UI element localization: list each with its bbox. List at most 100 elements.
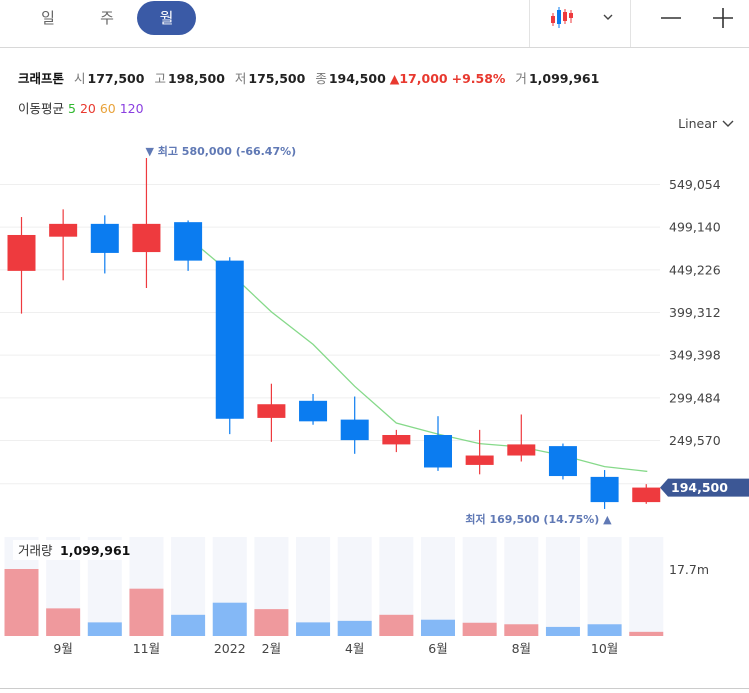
y-tick-label: 349,398 xyxy=(669,348,721,363)
volume-column-bg xyxy=(462,537,497,636)
tab-day[interactable]: 일 xyxy=(41,9,55,27)
x-tick-label: 10월 xyxy=(591,641,618,656)
candle-body xyxy=(174,222,203,261)
volume-bar xyxy=(545,626,580,636)
volume-bar xyxy=(337,620,372,636)
volume-bar xyxy=(212,602,247,636)
volume-column-bg xyxy=(296,537,331,636)
tab-week[interactable]: 주 xyxy=(100,9,114,27)
x-tick-label: 11월 xyxy=(133,641,160,656)
toolbar-divider-2 xyxy=(630,0,631,47)
ma-60: 60 xyxy=(99,101,116,116)
y-tick-label: 549,054 xyxy=(669,177,721,192)
candle-body xyxy=(590,476,619,503)
volume-label: 거 xyxy=(515,71,527,86)
volume-column-bg xyxy=(545,537,580,636)
x-tick-label: 9월 xyxy=(53,641,72,656)
volume-bar xyxy=(462,622,497,636)
change-pct: +9.58% xyxy=(451,71,506,86)
volume-column-bg xyxy=(337,537,372,636)
volume-bar xyxy=(4,569,39,636)
candle-body xyxy=(632,487,661,503)
volume-bar xyxy=(254,609,289,636)
volume-bar xyxy=(379,614,414,636)
open-value: 177,500 xyxy=(87,71,145,86)
y-tick-label: 249,570 xyxy=(669,433,721,448)
volume-column-bg xyxy=(629,537,664,636)
change-value: ▲17,000 xyxy=(389,71,448,86)
volume-label: 거래량 xyxy=(18,543,53,558)
moving-average-legend: 이동평균 5 20 60 120 xyxy=(18,98,144,117)
chevron-down-icon xyxy=(721,117,735,132)
volume-column-bg xyxy=(421,537,455,636)
ma-5: 5 xyxy=(68,101,76,116)
close-value: 194,500 xyxy=(328,71,386,86)
zoom-out-icon[interactable] xyxy=(656,4,686,32)
last-price-tag xyxy=(660,478,749,497)
candle-body xyxy=(7,234,36,271)
candle-body xyxy=(507,444,536,456)
candle-body xyxy=(49,223,78,237)
high-label: 고 xyxy=(154,71,166,86)
chevron-down-icon[interactable] xyxy=(596,4,620,32)
volume-bar xyxy=(46,608,81,636)
volume-tick-label: 17.7m xyxy=(669,562,709,577)
volume-bar xyxy=(504,624,539,636)
x-tick-label: 2022 xyxy=(214,641,246,656)
volume-value: 1,099,961 xyxy=(528,71,600,86)
volume-bar xyxy=(629,631,664,636)
volume-label-value: 1,099,961 xyxy=(60,543,130,558)
candlestick-icon[interactable] xyxy=(548,4,578,32)
volume-bar xyxy=(129,588,164,636)
volume-bar xyxy=(171,614,206,636)
toolbar-divider xyxy=(529,0,530,47)
volume-bar xyxy=(87,622,122,636)
ma5-line xyxy=(187,237,648,472)
candle-body xyxy=(299,400,328,422)
low-label: 저 xyxy=(234,71,247,86)
scale-label: Linear xyxy=(678,116,718,131)
tab-month[interactable]: 월 xyxy=(137,1,196,35)
candle-body xyxy=(465,455,494,465)
volume-bar xyxy=(296,622,331,636)
high-annotation: ▼ 최고 580,000 (-66.47%) xyxy=(145,144,296,158)
y-tick-label: 449,226 xyxy=(669,262,721,277)
volume-bar xyxy=(587,624,622,636)
x-tick-label: 4월 xyxy=(345,641,364,656)
low-value: 175,500 xyxy=(248,71,306,86)
high-value: 198,500 xyxy=(167,71,225,86)
candle-body xyxy=(382,435,411,445)
ma-label: 이동평균 xyxy=(18,101,65,116)
x-tick-label: 2월 xyxy=(262,641,281,656)
candle-body xyxy=(548,446,577,477)
bottom-divider xyxy=(0,688,749,689)
price-summary: 크래프톤 시 177,500 고 198,500 저 175,500 종 194,500… xyxy=(18,68,599,87)
toolbar: 일 주 월 xyxy=(0,0,749,48)
ma-120: 120 xyxy=(119,101,144,116)
x-tick-label: 8월 xyxy=(512,641,531,656)
open-label: 시 xyxy=(74,71,86,86)
candle-body xyxy=(340,419,369,441)
volume-column-bg xyxy=(504,537,539,636)
ma-20: 20 xyxy=(79,101,96,116)
zoom-in-icon[interactable] xyxy=(708,4,738,32)
y-tick-label: 399,312 xyxy=(669,305,721,320)
candle-body xyxy=(90,223,119,253)
y-tick-label: 299,484 xyxy=(669,390,721,405)
candle-body xyxy=(132,223,161,253)
candle-body xyxy=(257,404,286,418)
y-tick-label: 499,140 xyxy=(669,220,721,235)
volume-bar xyxy=(421,619,455,636)
close-label: 종 xyxy=(315,71,327,86)
low-annotation: 최저 169,500 (14.75%) ▲ xyxy=(465,512,612,526)
last-price-label: 194,500 xyxy=(671,480,728,495)
x-tick-label: 6월 xyxy=(428,641,447,656)
stock-name: 크래프톤 xyxy=(18,71,65,86)
candle-body xyxy=(424,435,452,468)
scale-selector[interactable]: Linear xyxy=(678,116,735,132)
candle-body xyxy=(215,260,244,419)
volume-column-bg xyxy=(587,537,622,636)
volume-label-bg xyxy=(13,540,122,560)
